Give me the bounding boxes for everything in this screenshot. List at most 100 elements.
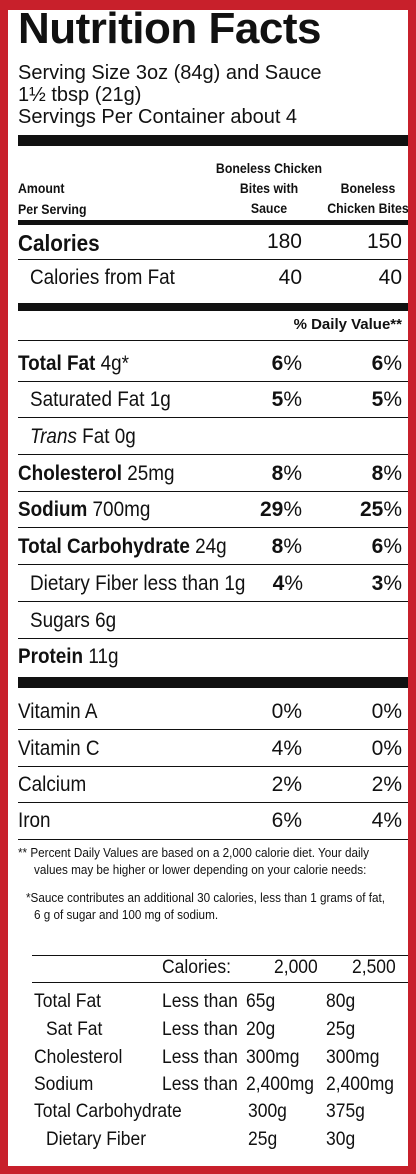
nutrient-name: Total Fat bbox=[18, 352, 96, 375]
vitamin-row: Iron 6% 4% bbox=[8, 803, 408, 839]
nutrient-dv-col2: 25 bbox=[359, 498, 384, 521]
vitamin-row: Vitamin A 0% 0% bbox=[8, 694, 408, 730]
col2-header-line2: Chicken Bites bbox=[327, 200, 408, 216]
nutrient-row: Sodium 700mg 29% 25% bbox=[8, 492, 408, 528]
nutrient-name: Trans bbox=[30, 425, 77, 448]
nutrient-name: Sugars 6g bbox=[30, 609, 117, 632]
footnote-daily-values: ** Percent Daily Values are based on a 2… bbox=[18, 845, 370, 860]
amount-label-2: Per Serving bbox=[18, 201, 87, 217]
footnote-daily-values-2: values may be higher or lower depending … bbox=[34, 862, 367, 877]
nutrient-name: Dietary Fiber less than 1g bbox=[30, 572, 246, 595]
nutrient-amount: 11g bbox=[83, 645, 119, 668]
dv-row-limit: Less than bbox=[162, 1019, 238, 1040]
nutrient-amount: 700mg bbox=[87, 498, 151, 521]
nutrient-dv-col1: 4 bbox=[272, 572, 285, 595]
dv-row-2500: 30g bbox=[326, 1129, 356, 1150]
nutrient-dv-col1: 5 bbox=[271, 388, 284, 411]
vitamin-name: Calcium bbox=[18, 773, 87, 796]
nutrient-dv-col1: 8 bbox=[271, 462, 284, 485]
dv-row-2000: 65g bbox=[246, 991, 276, 1012]
dv-row-name: Dietary Fiber bbox=[46, 1129, 147, 1150]
nutrient-name: Saturated Fat 1g bbox=[30, 388, 171, 411]
vitamin-col1: 6% bbox=[271, 809, 302, 832]
serving-size: Serving Size 3oz (84g) and Sauce bbox=[18, 62, 322, 84]
dv-row-name: Sodium bbox=[34, 1074, 94, 1095]
nutrient-name: Protein bbox=[18, 645, 84, 668]
thick-divider-2 bbox=[18, 303, 408, 311]
calories-value-col1: 180 bbox=[266, 230, 302, 253]
nutrient-dv-col2: 6 bbox=[371, 535, 384, 558]
col2-header-line1: Boneless bbox=[340, 180, 396, 196]
nutrient-dv-col2: 6 bbox=[371, 352, 384, 375]
amount-label-1: Amount bbox=[18, 180, 65, 196]
dv-row-name: Cholesterol bbox=[34, 1047, 123, 1068]
nutrient-dv-col2: 3 bbox=[371, 572, 384, 595]
vitamin-name: Iron bbox=[18, 809, 51, 832]
nutrient-row: Trans Fat 0g bbox=[8, 419, 408, 455]
servings-per-container: Servings Per Container about 4 bbox=[18, 106, 298, 128]
dv-row-2000: 20g bbox=[246, 1019, 276, 1040]
dv-table-rule bbox=[32, 982, 408, 983]
page-title: Nutrition Facts bbox=[18, 10, 321, 53]
footnote-sauce-2: 6 g of sugar and 100 mg of sodium. bbox=[34, 907, 219, 922]
thin-divider bbox=[18, 340, 408, 341]
dv-row-2500: 2,400mg bbox=[326, 1074, 395, 1095]
vitamin-col2: 0% bbox=[371, 700, 402, 723]
calories-label: Calories bbox=[18, 230, 100, 256]
nutrient-dv-col1: 8 bbox=[271, 535, 284, 558]
nutrient-amount: Fat 0g bbox=[76, 425, 136, 448]
nutrient-row: Cholesterol 25mg 8% 8% bbox=[8, 456, 408, 492]
vitamin-col2: 2% bbox=[371, 773, 402, 796]
daily-value-header: % Daily Value** bbox=[293, 316, 402, 333]
col1-header-line3: Sauce bbox=[250, 200, 288, 216]
footnote-sauce: *Sauce contributes an additional 30 calo… bbox=[26, 890, 386, 905]
nutrient-amount: 25mg bbox=[121, 462, 175, 485]
vitamin-name: Vitamin C bbox=[18, 737, 100, 760]
dv-row-name: Total Fat bbox=[34, 991, 102, 1012]
dv-row-2500: 375g bbox=[326, 1101, 365, 1122]
nutrient-dv-col2: 8 bbox=[371, 462, 384, 485]
nutrient-row: Protein 11g bbox=[8, 639, 408, 675]
serving-size-2: 1½ tbsp (21g) bbox=[18, 84, 142, 106]
dv-cal-2000: 2,000 bbox=[274, 957, 318, 978]
nutrient-row: Total Carbohydrate 24g 8% 6% bbox=[8, 529, 408, 565]
vitamin-col2: 0% bbox=[371, 737, 402, 760]
dv-calories-label: Calories: bbox=[162, 957, 231, 978]
vitamin-name: Vitamin A bbox=[18, 700, 98, 723]
vitamin-col1: 4% bbox=[271, 737, 302, 760]
col1-header-line1: Boneless Chicken bbox=[215, 160, 323, 176]
calories-fat-label: Calories from Fat bbox=[30, 266, 175, 289]
thick-divider-3 bbox=[18, 677, 408, 688]
dv-row-name: Total Carbohydrate bbox=[34, 1101, 182, 1122]
nutrient-dv-col1: 6 bbox=[271, 352, 284, 375]
dv-row-name: Sat Fat bbox=[46, 1019, 103, 1040]
calories-fat-col1: 40 bbox=[278, 266, 302, 289]
nutrient-row: Total Fat 4g* 6% 6% bbox=[8, 346, 408, 382]
nutrient-dv-col1: 29 bbox=[259, 498, 284, 521]
dv-row-2500: 25g bbox=[326, 1019, 356, 1040]
vitamin-row: Calcium 2% 2% bbox=[8, 767, 408, 803]
calories-fat-col2: 40 bbox=[378, 266, 402, 289]
vitamin-col2: 4% bbox=[371, 809, 402, 832]
vitamin-col1: 0% bbox=[271, 700, 302, 723]
dv-cal-2500: 2,500 bbox=[352, 957, 396, 978]
calories-row: Calories 180 150 bbox=[8, 224, 408, 260]
vitamin-col1: 2% bbox=[271, 773, 302, 796]
thin-divider-2 bbox=[18, 839, 408, 840]
nutrient-name: Total Carbohydrate bbox=[18, 535, 190, 558]
thick-divider bbox=[18, 135, 408, 146]
col1-header-line2: Bites with bbox=[239, 180, 299, 196]
nutrient-row: Dietary Fiber less than 1g 4% 3% bbox=[8, 566, 408, 602]
dv-row-2000: 300mg bbox=[246, 1047, 300, 1068]
nutrient-row: Sugars 6g bbox=[8, 603, 408, 639]
dv-row-2500: 300mg bbox=[326, 1047, 380, 1068]
nutrient-amount: 4g* bbox=[95, 352, 129, 375]
dv-row-2500: 80g bbox=[326, 991, 356, 1012]
dv-row-limit: Less than bbox=[162, 991, 238, 1012]
vitamin-row: Vitamin C 4% 0% bbox=[8, 731, 408, 767]
nutrient-row: Saturated Fat 1g 5% 5% bbox=[8, 382, 408, 418]
dv-table-top-rule bbox=[32, 955, 408, 956]
nutrient-amount: 24g bbox=[189, 535, 227, 558]
nutrition-facts-panel: Nutrition Facts Serving Size 3oz (84g) a… bbox=[8, 10, 408, 1166]
calories-fat-row: Calories from Fat 40 40 bbox=[8, 260, 408, 296]
